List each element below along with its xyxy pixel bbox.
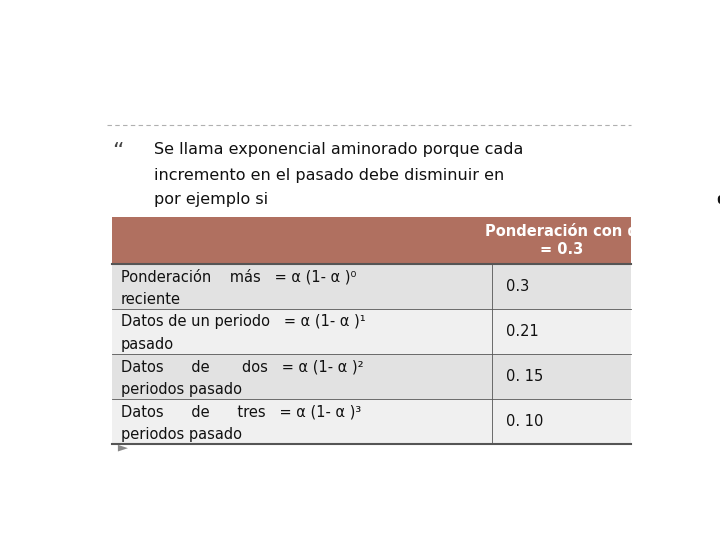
Text: incremento en el pasado debe disminuir en: incremento en el pasado debe disminuir e… bbox=[154, 168, 510, 183]
FancyBboxPatch shape bbox=[112, 309, 631, 354]
FancyBboxPatch shape bbox=[112, 217, 631, 265]
Text: 0.21: 0.21 bbox=[505, 324, 539, 339]
Text: Datos      de      tres   = α (1- α )³: Datos de tres = α (1- α )³ bbox=[121, 404, 361, 419]
Text: reciente: reciente bbox=[121, 292, 181, 307]
Text: Ponderación con α
= 0.3: Ponderación con α = 0.3 bbox=[485, 224, 638, 257]
Text: Ponderación    más   = α (1- α )⁰: Ponderación más = α (1- α )⁰ bbox=[121, 269, 356, 285]
Text: 0.3: 0.3 bbox=[505, 279, 529, 294]
Text: periodos pasado: periodos pasado bbox=[121, 427, 242, 442]
Text: pasado: pasado bbox=[121, 337, 174, 352]
Text: 0. 10: 0. 10 bbox=[505, 414, 543, 429]
FancyBboxPatch shape bbox=[112, 265, 631, 309]
Text: periodos pasado: periodos pasado bbox=[121, 382, 242, 397]
Text: α = 0.3,: α = 0.3, bbox=[717, 192, 720, 207]
Text: 0. 15: 0. 15 bbox=[505, 369, 543, 384]
Text: Datos de un periodo   = α (1- α )¹: Datos de un periodo = α (1- α )¹ bbox=[121, 314, 365, 329]
Text: “: “ bbox=[112, 141, 124, 161]
FancyBboxPatch shape bbox=[112, 399, 631, 444]
Polygon shape bbox=[118, 445, 128, 451]
Text: por ejemplo si: por ejemplo si bbox=[154, 192, 274, 207]
Text: Se llama exponencial aminorado porque cada: Se llama exponencial aminorado porque ca… bbox=[154, 141, 523, 157]
FancyBboxPatch shape bbox=[112, 354, 631, 399]
Text: Datos      de       dos   = α (1- α )²: Datos de dos = α (1- α )² bbox=[121, 359, 364, 374]
